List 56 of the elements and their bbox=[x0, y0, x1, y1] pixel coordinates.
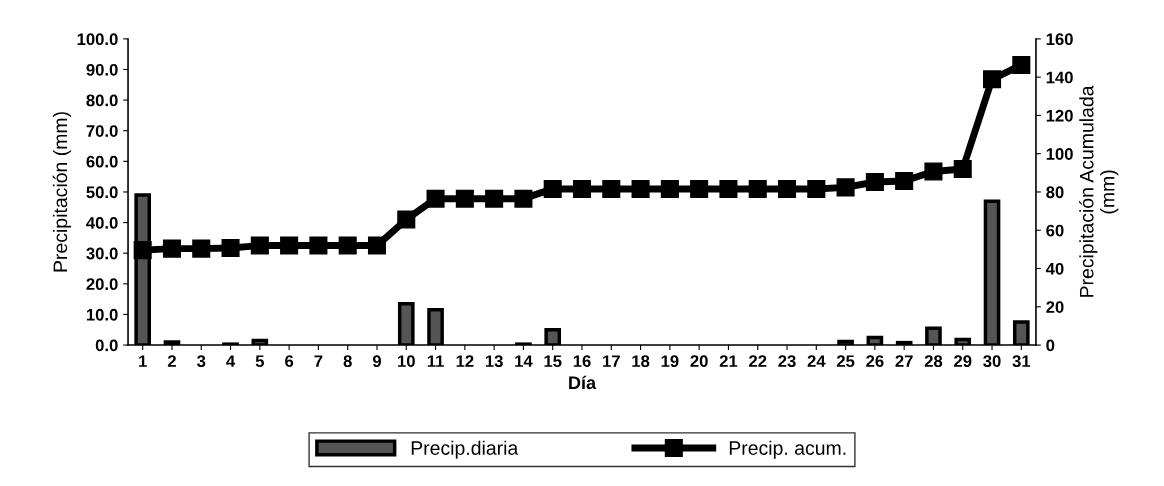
y-tick-label: 10.0 bbox=[86, 308, 118, 321]
y-tick-label: 80.0 bbox=[86, 94, 118, 107]
y2-tick-label: 140 bbox=[1046, 71, 1073, 84]
x-tick-label: 22 bbox=[749, 355, 767, 367]
y2-tick-label: 120 bbox=[1046, 109, 1073, 122]
x-tick-label: 11 bbox=[427, 355, 444, 367]
x-tick-label: 28 bbox=[924, 355, 943, 368]
x-tick-label: 6 bbox=[285, 355, 294, 368]
y-tick-label: 20.0 bbox=[86, 278, 118, 291]
x-tick-label: 5 bbox=[255, 355, 265, 368]
y-tick-label: 50.0 bbox=[86, 186, 118, 199]
x-tick-label: 13 bbox=[485, 355, 503, 368]
x-tick-label: 8 bbox=[343, 355, 352, 368]
y2-tick-label: 80 bbox=[1046, 186, 1064, 199]
y-axis-title: Precipitación (mm) bbox=[52, 112, 72, 272]
x-tick-label: 21 bbox=[719, 355, 738, 367]
x-tick-label: 31 bbox=[1012, 355, 1031, 368]
x-tick-label: 9 bbox=[372, 355, 381, 368]
x-tick-label: 4 bbox=[226, 355, 236, 367]
y-tick-label: 70.0 bbox=[86, 125, 118, 137]
x-tick-label: 12 bbox=[456, 355, 474, 367]
y2-tick-label: 100 bbox=[1046, 148, 1073, 160]
x-tick-label: 3 bbox=[197, 355, 206, 368]
x-tick-label: 26 bbox=[866, 355, 884, 368]
y2-tick-label: 40 bbox=[1045, 262, 1064, 275]
y2-tick-label: 60 bbox=[1046, 224, 1064, 237]
y-tick-label: 90.0 bbox=[86, 63, 118, 76]
y2-tick-label: 160 bbox=[1046, 33, 1073, 46]
x-tick-label: 14 bbox=[515, 355, 533, 367]
x-axis-title: Día bbox=[569, 375, 597, 390]
x-tick-label: 25 bbox=[836, 355, 855, 368]
x-tick-label: 10 bbox=[398, 355, 415, 368]
x-tick-label: 15 bbox=[544, 355, 562, 368]
legend-label: Precip. acum. bbox=[729, 440, 846, 459]
y2-axis-title: Precipitación Acumulada (mm) bbox=[1079, 85, 1119, 297]
x-tick-label: 20 bbox=[690, 355, 708, 368]
x-tick-label: 23 bbox=[778, 355, 796, 368]
x-tick-label: 7 bbox=[314, 355, 323, 367]
y-tick-label: 60.0 bbox=[86, 155, 118, 168]
y2-tick-label: 20 bbox=[1046, 301, 1064, 313]
x-tick-label: 29 bbox=[954, 355, 972, 368]
y2-tick-label: 0 bbox=[1046, 339, 1055, 352]
y-tick-label: 40.0 bbox=[86, 216, 118, 229]
x-tick-label: 27 bbox=[895, 355, 913, 367]
x-tick-label: 19 bbox=[661, 355, 679, 368]
x-tick-label: 30 bbox=[983, 355, 1001, 368]
y-tick-label: 100.0 bbox=[77, 33, 118, 46]
x-tick-label: 16 bbox=[573, 355, 591, 368]
x-tick-label: 24 bbox=[807, 355, 826, 367]
x-tick-label: 2 bbox=[167, 355, 176, 367]
x-tick-label: 17 bbox=[603, 355, 620, 367]
x-tick-label: 1 bbox=[139, 355, 147, 367]
y-tick-label: 30.0 bbox=[86, 247, 118, 260]
y-tick-label: 0.0 bbox=[95, 339, 118, 352]
legend-label: Precip.diaria bbox=[411, 440, 519, 459]
x-tick-label: 18 bbox=[632, 355, 650, 368]
